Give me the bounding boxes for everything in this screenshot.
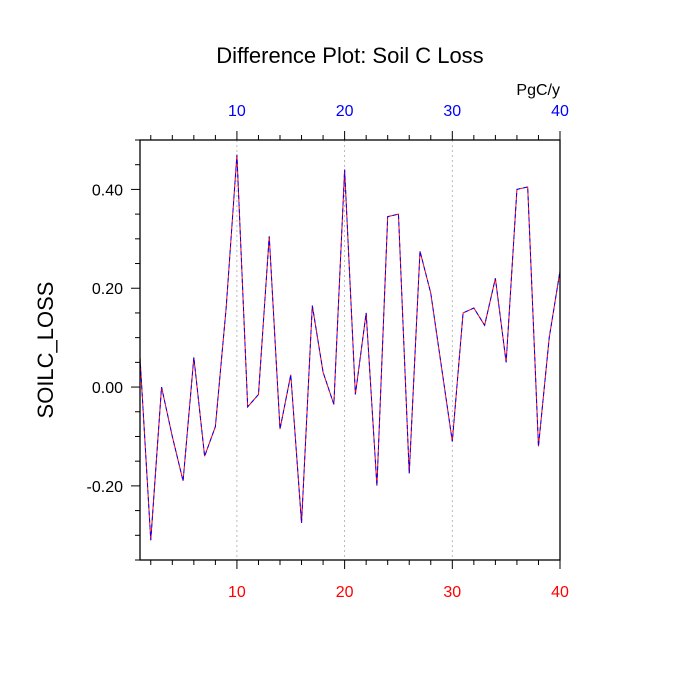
x-tick-label-top: 40	[551, 103, 569, 120]
x-tick-label-bottom: 10	[228, 584, 246, 601]
data-lines	[139, 154, 561, 541]
y-tick-label: 0.20	[92, 281, 123, 298]
x-tick-label-top: 20	[336, 103, 354, 120]
x-tick-label-top: 10	[228, 103, 246, 120]
chart-title: Difference Plot: Soil C Loss	[216, 43, 483, 68]
units-label: PgC/y	[516, 82, 560, 99]
y-tick-label: 0.40	[92, 182, 123, 199]
x-tick-label-bottom: 20	[336, 584, 354, 601]
y-axis-label: SOILC_LOSS	[33, 282, 58, 419]
grid-lines	[236, 140, 453, 560]
x-tick-label-bottom: 30	[443, 584, 461, 601]
y-tick-label: -0.20	[87, 479, 124, 496]
x-tick-label-bottom: 40	[551, 584, 569, 601]
tick-marks	[131, 131, 561, 569]
y-tick-label: 0.00	[92, 380, 123, 397]
plot-frame	[139, 139, 561, 561]
tick-labels: -0.20 0.00 0.20 0.40 10 10 20 20 30 30 40 40	[87, 103, 569, 601]
series-line-blue	[139, 154, 561, 541]
x-tick-label-top: 30	[443, 103, 461, 120]
series-line-red	[139, 154, 561, 541]
